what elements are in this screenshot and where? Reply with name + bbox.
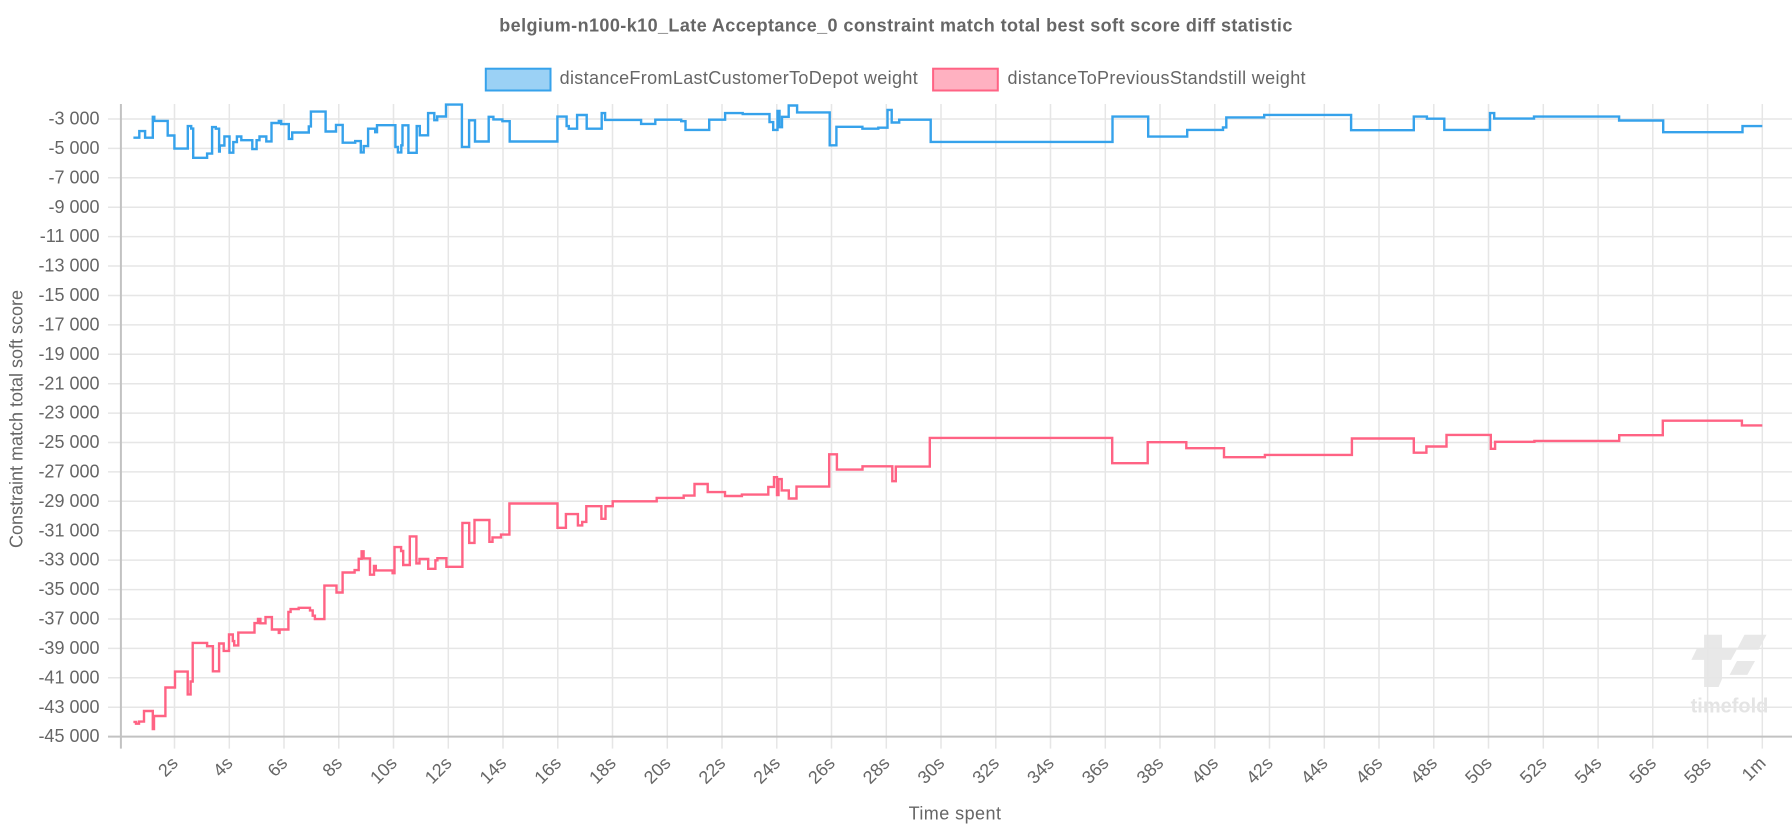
svg-text:42s: 42s <box>1242 753 1277 788</box>
svg-text:30s: 30s <box>914 753 949 788</box>
svg-text:-35 000: -35 000 <box>38 579 99 599</box>
svg-text:52s: 52s <box>1516 753 1551 788</box>
svg-text:1m: 1m <box>1738 753 1770 785</box>
svg-text:12s: 12s <box>421 753 456 788</box>
svg-text:-45 000: -45 000 <box>38 726 99 746</box>
svg-text:-33 000: -33 000 <box>38 550 99 570</box>
svg-text:-15 000: -15 000 <box>38 285 99 305</box>
svg-text:36s: 36s <box>1078 753 1113 788</box>
svg-text:16s: 16s <box>530 753 565 788</box>
svg-text:-13 000: -13 000 <box>38 256 99 276</box>
svg-text:8s: 8s <box>319 753 347 781</box>
svg-text:46s: 46s <box>1352 753 1387 788</box>
svg-text:Time spent: Time spent <box>909 804 1002 824</box>
svg-text:18s: 18s <box>585 753 620 788</box>
svg-text:-39 000: -39 000 <box>38 638 99 658</box>
svg-text:distanceToPreviousStandstill w: distanceToPreviousStandstill weight <box>1008 68 1306 88</box>
svg-text:54s: 54s <box>1571 753 1606 788</box>
svg-text:4s: 4s <box>209 753 237 781</box>
svg-text:56s: 56s <box>1625 753 1660 788</box>
svg-text:-21 000: -21 000 <box>38 373 99 393</box>
svg-text:24s: 24s <box>749 753 784 788</box>
svg-text:-7 000: -7 000 <box>48 167 99 187</box>
svg-text:-17 000: -17 000 <box>38 315 99 335</box>
svg-text:-19 000: -19 000 <box>38 344 99 364</box>
svg-text:14s: 14s <box>476 753 511 788</box>
svg-text:2s: 2s <box>154 753 182 781</box>
svg-text:34s: 34s <box>1023 753 1058 788</box>
svg-text:-27 000: -27 000 <box>38 462 99 482</box>
svg-text:-43 000: -43 000 <box>38 697 99 717</box>
svg-text:-37 000: -37 000 <box>38 609 99 629</box>
svg-text:belgium-n100-k10_Late Acceptan: belgium-n100-k10_Late Acceptance_0 const… <box>499 16 1293 36</box>
svg-text:44s: 44s <box>1297 753 1332 788</box>
svg-text:distanceFromLastCustomerToDepo: distanceFromLastCustomerToDepot weight <box>560 68 918 88</box>
svg-text:22s: 22s <box>695 753 730 788</box>
svg-text:50s: 50s <box>1461 753 1496 788</box>
svg-text:-11 000: -11 000 <box>40 226 100 246</box>
svg-text:-3 000: -3 000 <box>48 109 99 129</box>
svg-text:-29 000: -29 000 <box>38 491 99 511</box>
svg-text:10s: 10s <box>366 753 401 788</box>
svg-text:-31 000: -31 000 <box>38 520 99 540</box>
svg-text:-25 000: -25 000 <box>38 432 99 452</box>
svg-text:48s: 48s <box>1406 753 1441 788</box>
svg-text:-5 000: -5 000 <box>48 138 99 158</box>
svg-text:32s: 32s <box>968 753 1003 788</box>
svg-text:-9 000: -9 000 <box>48 197 99 217</box>
svg-text:Constraint match total soft sc: Constraint match total soft score <box>7 290 27 548</box>
svg-text:58s: 58s <box>1680 753 1715 788</box>
svg-text:-23 000: -23 000 <box>38 403 99 423</box>
svg-text:20s: 20s <box>640 753 675 788</box>
svg-text:38s: 38s <box>1133 753 1168 788</box>
svg-text:26s: 26s <box>804 753 839 788</box>
svg-text:-41 000: -41 000 <box>38 667 99 687</box>
svg-text:40s: 40s <box>1187 753 1222 788</box>
svg-text:28s: 28s <box>859 753 894 788</box>
svg-text:6s: 6s <box>264 753 292 781</box>
